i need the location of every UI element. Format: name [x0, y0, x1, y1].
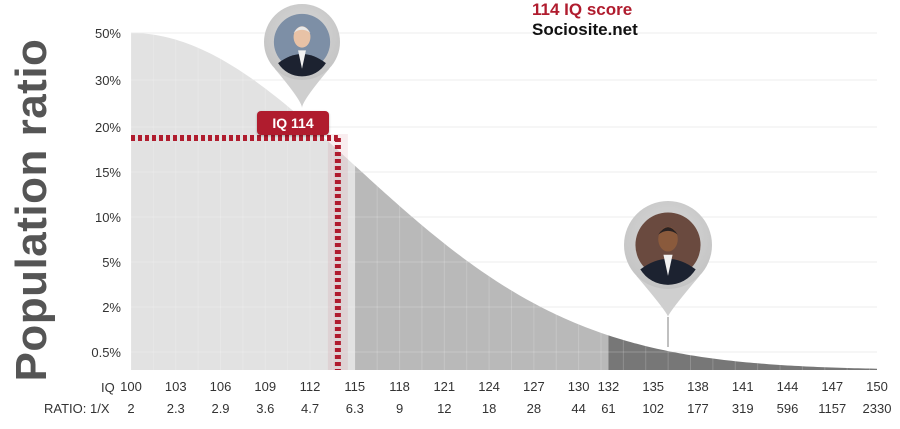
portrait-pin-icon — [624, 201, 712, 347]
iq-tick-label: 124 — [478, 379, 500, 394]
site-name: Sociosite.net — [532, 20, 638, 39]
iq-tick-label: 141 — [732, 379, 754, 394]
iq-row-label: IQ — [101, 380, 115, 395]
y-axis-label: Population ratio — [7, 38, 56, 382]
y-tick-label: 5% — [102, 255, 121, 270]
ratio-tick-label: 3.6 — [256, 401, 274, 416]
y-axis-ticks: 50% 30% 20% 15% 10% 5% 2% 0.5% — [91, 26, 121, 360]
ratio-tick-label: 28 — [527, 401, 541, 416]
y-tick-label: 30% — [95, 73, 121, 88]
ratio-row-label: RATIO: 1/X — [44, 401, 110, 416]
iq-tick-label: 112 — [300, 379, 321, 394]
y-tick-label: 0.5% — [91, 345, 121, 360]
iq-tick-label: 106 — [210, 379, 232, 394]
iq-tick-label: 135 — [642, 379, 664, 394]
ratio-tick-label: 2330 — [863, 401, 892, 416]
chart-title: 114 IQ score — [532, 0, 633, 19]
iq-tick-label: 118 — [389, 379, 410, 394]
ratio-tick-label: 102 — [642, 401, 664, 416]
iq-tick-label: 132 — [598, 379, 620, 394]
iq-tick-label: 147 — [821, 379, 843, 394]
ratio-tick-label: 2.9 — [211, 401, 229, 416]
ratio-tick-label: 4.7 — [301, 401, 319, 416]
portrait-pin-icon — [264, 4, 340, 108]
area-band-3 — [608, 335, 877, 370]
ratio-tick-label: 1157 — [818, 401, 846, 416]
portrait-pins — [264, 4, 712, 347]
iq-tick-label: 127 — [523, 379, 545, 394]
ratio-tick-label: 9 — [396, 401, 403, 416]
brand-block: 114 IQ score Sociosite.net — [532, 0, 638, 40]
ratio-tick-label: 18 — [482, 401, 496, 416]
iq-tick-label: 100 — [120, 379, 142, 394]
ratio-tick-label: 12 — [437, 401, 451, 416]
iq-tick-label: 109 — [254, 379, 276, 394]
iq-tick-label: 150 — [866, 379, 888, 394]
y-tick-label: 10% — [95, 210, 121, 225]
y-tick-label: 2% — [102, 300, 121, 315]
ratio-tick-label: 177 — [687, 401, 709, 416]
y-tick-label: 50% — [95, 26, 121, 41]
iq-tick-label: 121 — [433, 379, 455, 394]
ratio-tick-label: 6.3 — [346, 401, 364, 416]
ratio-tick-label: 596 — [777, 401, 799, 416]
ratio-tick-label: 61 — [601, 401, 615, 416]
iq-tick-label: 103 — [165, 379, 187, 394]
ratio-tick-label: 319 — [732, 401, 754, 416]
iq-tick-label: 144 — [777, 379, 799, 394]
area-band-2 — [354, 165, 609, 370]
iq-tick-label: 138 — [687, 379, 709, 394]
iq-row: 100 103 106 109 112 115 118 121 124 127 130 132 135 1… — [120, 379, 888, 394]
ratio-tick-label: 2.3 — [167, 401, 185, 416]
ratio-tick-label: 2 — [127, 401, 134, 416]
y-tick-label: 15% — [95, 165, 121, 180]
highlight-glow — [327, 134, 348, 370]
iq-highlight-badge: IQ 114 — [257, 111, 329, 135]
ratio-row: 2 2.3 2.9 3.6 4.7 6.3 9 12 18 28 44 61 102 177 319 596 1… — [127, 401, 891, 416]
iq-tick-label: 130 — [568, 379, 590, 394]
ratio-tick-label: 44 — [571, 401, 585, 416]
y-tick-label: 20% — [95, 120, 121, 135]
iq-tick-label: 115 — [344, 379, 365, 394]
iq-highlight — [131, 134, 348, 370]
